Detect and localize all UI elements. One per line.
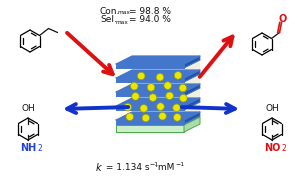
Polygon shape <box>116 64 184 68</box>
Text: max: max <box>115 19 128 25</box>
Text: ·mM: ·mM <box>155 163 174 171</box>
Text: Sel.: Sel. <box>100 15 117 25</box>
Circle shape <box>156 73 164 81</box>
Text: −1: −1 <box>149 162 158 167</box>
Circle shape <box>124 103 132 111</box>
Text: Con.: Con. <box>100 6 120 15</box>
Circle shape <box>142 114 150 122</box>
Circle shape <box>173 104 180 112</box>
Polygon shape <box>116 106 184 110</box>
Text: NH: NH <box>20 143 36 153</box>
Polygon shape <box>184 56 200 68</box>
Polygon shape <box>116 117 200 125</box>
Polygon shape <box>184 70 200 82</box>
Text: OH: OH <box>21 104 35 113</box>
Circle shape <box>174 72 182 79</box>
Text: 2: 2 <box>37 144 42 153</box>
Polygon shape <box>184 112 200 124</box>
Polygon shape <box>184 98 200 110</box>
Text: max: max <box>117 11 130 15</box>
Text: −1: −1 <box>175 162 184 167</box>
Polygon shape <box>116 125 184 132</box>
Circle shape <box>164 82 172 89</box>
Circle shape <box>140 105 147 112</box>
Circle shape <box>137 72 145 80</box>
Circle shape <box>126 113 134 121</box>
Polygon shape <box>184 56 200 124</box>
Circle shape <box>166 92 173 100</box>
Circle shape <box>180 94 187 102</box>
Text: $k$: $k$ <box>95 161 103 173</box>
Text: 2: 2 <box>282 144 287 153</box>
Circle shape <box>132 93 139 100</box>
Circle shape <box>149 94 157 101</box>
Text: O: O <box>278 15 287 25</box>
Polygon shape <box>116 64 184 124</box>
Polygon shape <box>116 92 184 96</box>
Polygon shape <box>116 70 200 78</box>
Text: = 1.134 s: = 1.134 s <box>103 163 150 171</box>
Circle shape <box>130 82 138 90</box>
Polygon shape <box>116 112 200 120</box>
Text: = 98.8 %: = 98.8 % <box>129 6 171 15</box>
Polygon shape <box>116 84 200 92</box>
Circle shape <box>159 112 166 120</box>
Circle shape <box>157 103 164 110</box>
Circle shape <box>179 84 187 92</box>
Text: NO: NO <box>264 143 280 153</box>
Text: = 94.0 %: = 94.0 % <box>129 15 171 25</box>
Polygon shape <box>116 78 184 82</box>
Polygon shape <box>116 120 184 124</box>
Polygon shape <box>116 56 200 64</box>
Polygon shape <box>184 117 200 132</box>
Text: OH: OH <box>265 104 279 113</box>
Polygon shape <box>116 98 200 106</box>
Circle shape <box>173 114 181 121</box>
Polygon shape <box>184 84 200 96</box>
Circle shape <box>147 84 155 91</box>
